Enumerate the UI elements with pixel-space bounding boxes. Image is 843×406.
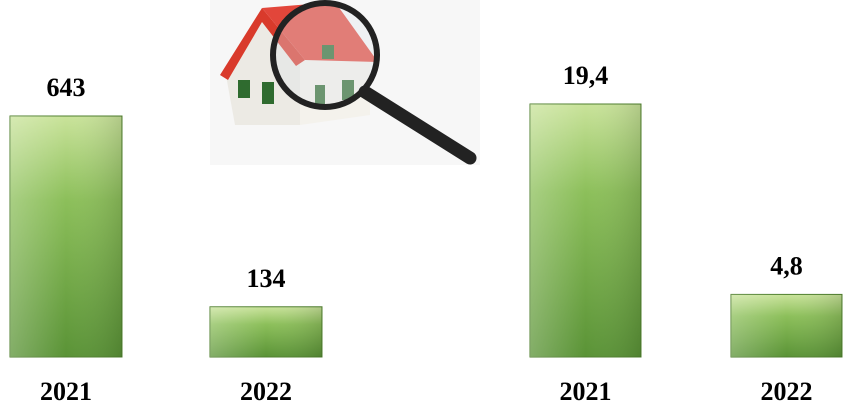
x-tick-label: 2021 <box>560 377 612 406</box>
x-tick-label: 2021 <box>40 377 92 406</box>
bar-shine <box>530 104 641 357</box>
bar-shine <box>210 306 322 357</box>
bar-shine <box>731 294 842 357</box>
value-label: 19,4 <box>563 61 609 90</box>
value-label: 643 <box>47 73 86 102</box>
value-label: 4,8 <box>770 251 803 280</box>
x-tick-label: 2022 <box>240 377 292 406</box>
x-tick-label: 2022 <box>761 377 813 406</box>
value-label: 134 <box>247 264 286 293</box>
house-icon <box>210 0 480 165</box>
bar-shine <box>10 116 122 357</box>
